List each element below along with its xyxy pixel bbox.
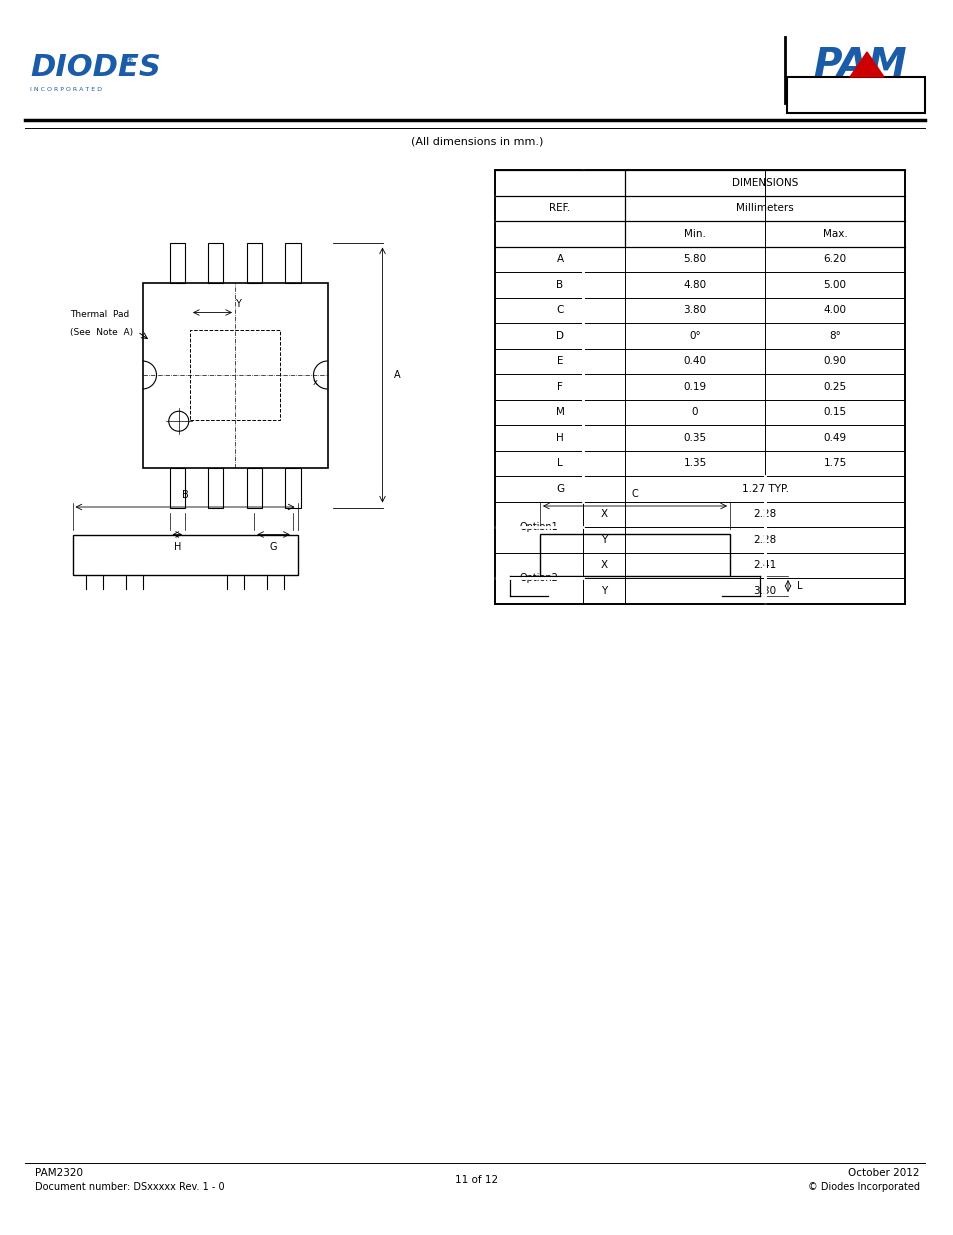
- Text: 0.25: 0.25: [822, 382, 845, 391]
- Text: PAM2320: PAM2320: [35, 1168, 83, 1178]
- Text: Y: Y: [600, 585, 606, 595]
- Bar: [190, 330, 280, 420]
- Bar: [208, 242, 223, 283]
- Text: E: E: [557, 356, 562, 367]
- Text: 1.35: 1.35: [682, 458, 706, 468]
- Text: Max.: Max.: [821, 228, 846, 238]
- Text: H: H: [173, 541, 181, 552]
- Text: 6.20: 6.20: [822, 254, 845, 264]
- Text: Y: Y: [234, 299, 240, 309]
- Text: G: G: [270, 541, 277, 552]
- Text: Thermal  Pad: Thermal Pad: [71, 310, 130, 320]
- Text: Min.: Min.: [683, 228, 705, 238]
- Text: X: X: [599, 561, 607, 571]
- Text: B: B: [556, 280, 563, 290]
- Text: M: M: [555, 408, 564, 417]
- Text: Option1: Option1: [519, 522, 558, 532]
- Text: C: C: [556, 305, 563, 315]
- Bar: [539, 534, 729, 576]
- Text: DIODES: DIODES: [30, 53, 161, 82]
- Text: October 2012: October 2012: [847, 1168, 919, 1178]
- Text: C: C: [631, 489, 638, 499]
- Text: Option2: Option2: [519, 573, 558, 583]
- Text: 0.90: 0.90: [822, 356, 845, 367]
- Text: X: X: [599, 509, 607, 519]
- Text: L: L: [557, 458, 562, 468]
- Bar: [246, 468, 262, 508]
- Text: 0: 0: [691, 408, 698, 417]
- Text: H: H: [556, 432, 563, 443]
- Text: A: A: [394, 370, 400, 380]
- Text: 1.27 TYP.: 1.27 TYP.: [740, 484, 788, 494]
- Bar: [170, 468, 185, 508]
- Text: 0.40: 0.40: [682, 356, 706, 367]
- Polygon shape: [849, 52, 883, 77]
- Text: Millimeters: Millimeters: [736, 204, 793, 214]
- Text: DIMENSIONS: DIMENSIONS: [731, 178, 798, 188]
- Text: D: D: [556, 331, 563, 341]
- Text: 3.80: 3.80: [682, 305, 706, 315]
- Text: 0.15: 0.15: [822, 408, 845, 417]
- Text: B: B: [181, 490, 188, 500]
- Bar: [285, 468, 300, 508]
- Text: F: F: [557, 382, 562, 391]
- Text: (All dimensions in mm.): (All dimensions in mm.): [411, 136, 542, 146]
- Text: 5.00: 5.00: [822, 280, 845, 290]
- Text: PAM: PAM: [812, 46, 906, 84]
- Text: 8°: 8°: [828, 331, 840, 341]
- Text: 0°: 0°: [688, 331, 700, 341]
- Bar: [170, 242, 185, 283]
- Text: Document number: DSxxxxx Rev. 1 - 0: Document number: DSxxxxx Rev. 1 - 0: [35, 1182, 224, 1192]
- Text: 2.28: 2.28: [753, 509, 776, 519]
- Bar: [786, 77, 924, 112]
- Text: 0.35: 0.35: [682, 432, 706, 443]
- Text: (See  Note  A): (See Note A): [71, 329, 133, 337]
- Text: 5.80: 5.80: [682, 254, 706, 264]
- Text: ®: ®: [126, 58, 134, 68]
- Text: © Diodes Incorporated: © Diodes Incorporated: [807, 1182, 919, 1192]
- Text: I N C O R P O R A T E D: I N C O R P O R A T E D: [30, 86, 102, 91]
- Text: Y: Y: [600, 535, 606, 545]
- Text: 0.49: 0.49: [822, 432, 845, 443]
- Text: G: G: [556, 484, 563, 494]
- Text: 11 of 12: 11 of 12: [455, 1174, 498, 1186]
- Text: 4.00: 4.00: [822, 305, 845, 315]
- Text: L: L: [797, 580, 801, 592]
- Text: 0.19: 0.19: [682, 382, 706, 391]
- Bar: [208, 468, 223, 508]
- Text: 4.80: 4.80: [682, 280, 706, 290]
- Text: A: A: [556, 254, 563, 264]
- Bar: [142, 283, 327, 468]
- Text: 2.28: 2.28: [753, 535, 776, 545]
- Text: 1.75: 1.75: [822, 458, 845, 468]
- Bar: [246, 242, 262, 283]
- Text: REF.: REF.: [549, 204, 570, 214]
- Bar: [72, 535, 297, 576]
- Bar: [285, 242, 300, 283]
- Bar: [495, 170, 904, 604]
- Text: 3.30: 3.30: [753, 585, 776, 595]
- Text: x: x: [313, 378, 317, 387]
- Text: 2.41: 2.41: [753, 561, 776, 571]
